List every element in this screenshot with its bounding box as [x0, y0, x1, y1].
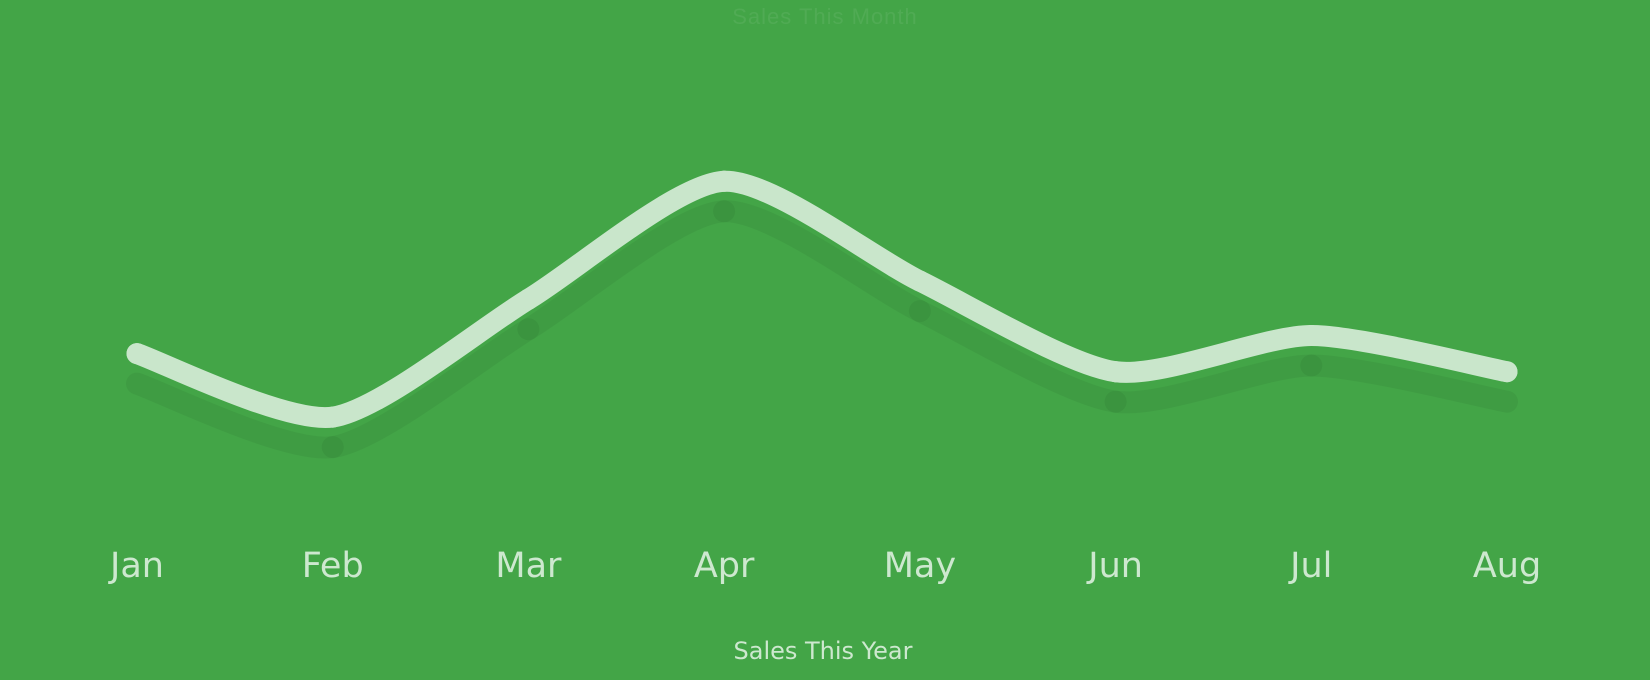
x-tick-label-apr: Apr	[694, 546, 755, 586]
x-tick-label-aug: Aug	[1473, 546, 1541, 586]
data-point-aug	[1496, 361, 1518, 383]
series-shadow-segment	[713, 200, 931, 323]
series-shadow-segment	[126, 372, 344, 459]
series-shadow-segment	[1300, 354, 1518, 413]
x-axis-label: Sales This Year	[734, 637, 913, 665]
data-point-feb	[322, 406, 344, 428]
series-line-segment	[1105, 325, 1322, 383]
series-shadow-segment	[517, 200, 736, 341]
x-axis-ticks: Jan Feb Mar Apr May Jun Jul Aug	[108, 546, 1541, 586]
x-tick-label-mar: Mar	[495, 546, 562, 586]
series-shadow-segment	[908, 300, 1127, 413]
series-shadow-segment	[1104, 354, 1323, 414]
chart-title: Sales This Month	[732, 4, 918, 29]
series-line-segment	[126, 343, 344, 429]
data-point-apr	[713, 170, 735, 192]
data-point-mar	[517, 288, 539, 310]
series-line-segment	[1300, 325, 1518, 383]
series-line-segment	[517, 170, 735, 310]
x-tick-label-jul: Jul	[1288, 546, 1332, 586]
data-point-may	[909, 270, 931, 292]
x-tick-label-jun: Jun	[1086, 546, 1143, 586]
series-line-segment	[713, 170, 931, 292]
series-shadow-segment	[321, 318, 540, 459]
series-lines	[126, 170, 1518, 429]
data-point-jan	[126, 343, 148, 365]
series-shadow	[126, 200, 1518, 459]
x-tick-label-may: May	[884, 546, 956, 586]
series-line-segment	[909, 270, 1127, 383]
data-point-jun	[1105, 361, 1127, 383]
data-point-jul	[1300, 325, 1322, 346]
x-tick-label-feb: Feb	[302, 546, 364, 586]
series-line-segment	[322, 288, 539, 428]
x-tick-label-jan: Jan	[108, 546, 164, 586]
